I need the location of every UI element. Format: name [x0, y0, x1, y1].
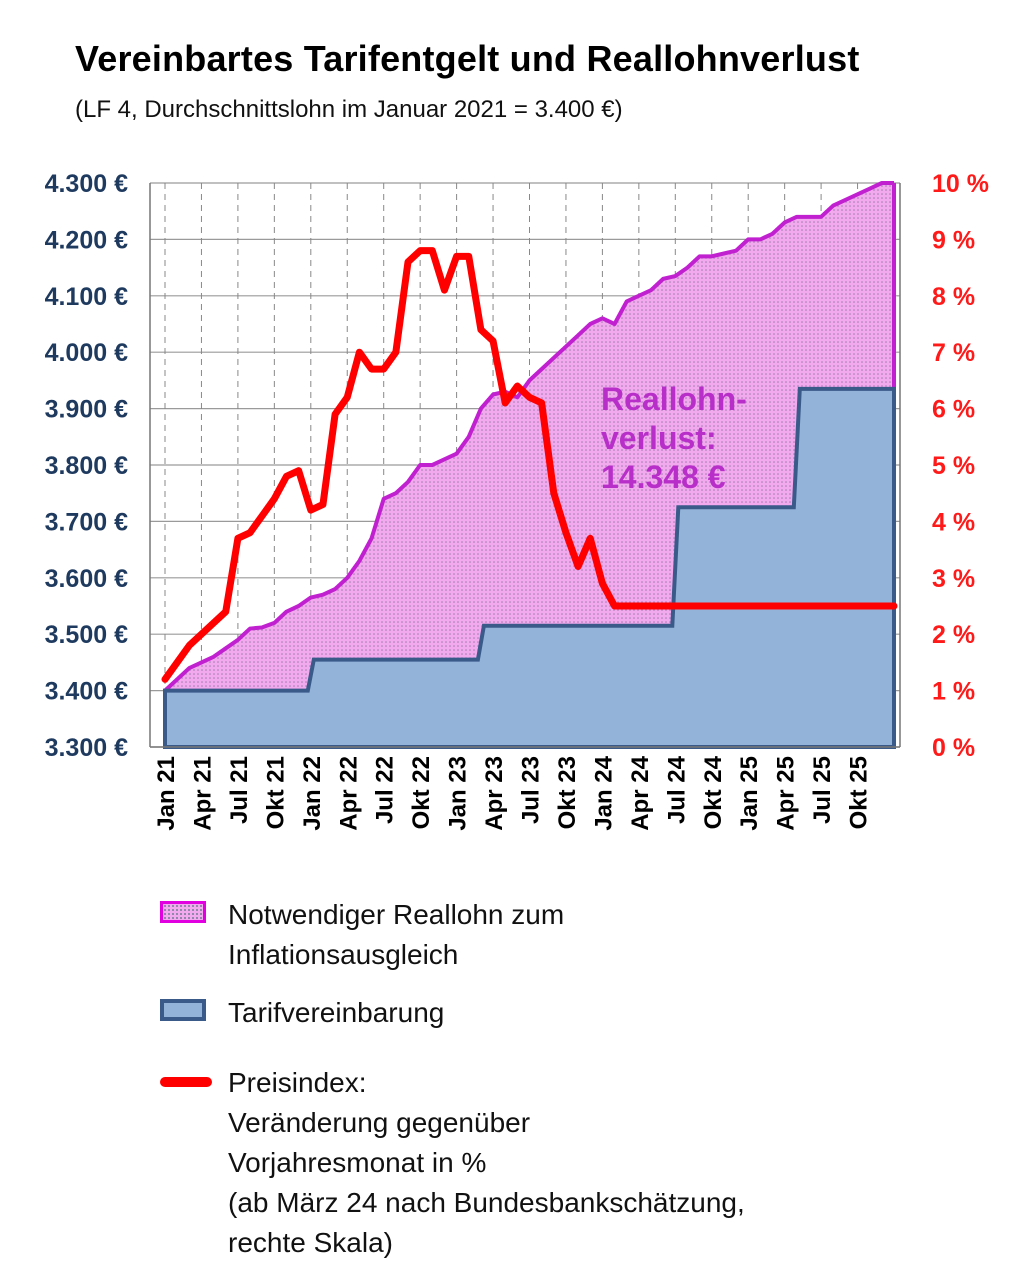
- legend-swatch-red: [160, 1077, 212, 1087]
- axes: [149, 183, 901, 748]
- legend-label: Notwendiger Reallohn zum: [228, 899, 565, 930]
- y-tick-left: 3.700 €: [45, 508, 129, 536]
- y-tick-left: 4.100 €: [45, 283, 129, 311]
- legend-label: Inflationsausgleich: [228, 939, 459, 970]
- x-tick-label: Jul 21: [226, 756, 253, 824]
- x-tick-label: Jul 23: [518, 756, 545, 824]
- x-tick-label: Jan 22: [299, 756, 326, 831]
- y-tick-right: 6 %: [932, 396, 975, 424]
- annotation-line: 14.348 €: [601, 459, 726, 495]
- legend-item-tarif: Tarifvereinbarung: [160, 993, 980, 1033]
- legend-item-preisindex: Preisindex: Veränderung gegenüber Vorjah…: [160, 1063, 980, 1263]
- x-tick-label: Jul 22: [372, 756, 399, 824]
- legend-label: Tarifvereinbarung: [228, 997, 445, 1028]
- y-tick-left: 3.600 €: [45, 565, 129, 593]
- y-tick-left: 3.400 €: [45, 678, 129, 706]
- y-tick-left: 3.500 €: [45, 621, 129, 649]
- x-tick-label: Okt 24: [700, 755, 727, 829]
- legend-label: Preisindex:: [228, 1067, 367, 1098]
- legend-label: Veränderung gegenüber: [228, 1107, 531, 1138]
- legend-swatch-pink: [160, 901, 206, 923]
- x-tick-label: Apr 21: [189, 756, 216, 831]
- area-tarifvereinbarung: [163, 386, 896, 749]
- y-tick-left: 4.300 €: [45, 170, 129, 198]
- series-lines: [161, 247, 898, 683]
- annotation-line: verlust:: [601, 420, 717, 456]
- x-tick-label: Jan 23: [445, 756, 472, 831]
- y-tick-right: 0 %: [932, 734, 975, 762]
- x-axis-ticks: Jan 21 Apr 21 Jul 21 Okt 21 Jan 22 Apr 22 Jul …: [153, 755, 873, 830]
- x-tick-label: Apr 22: [335, 756, 362, 831]
- y-tick-left: 4.000 €: [45, 339, 129, 367]
- y-tick-right: 4 %: [932, 508, 975, 536]
- y-tick-right: 10 %: [932, 170, 989, 198]
- y-axis-right-ticks: 0 % 1 % 2 % 3 % 4 % 5 % 6 % 7 % 8 % 9 % 10 %: [932, 170, 989, 762]
- y-tick-right: 1 %: [932, 678, 975, 706]
- annotation-line: Reallohn-: [601, 381, 747, 417]
- y-tick-left: 3.800 €: [45, 452, 129, 480]
- line-notwendiger-reallohn: [163, 181, 894, 693]
- y-tick-left: 3.900 €: [45, 396, 129, 424]
- x-tick-label: Jan 21: [153, 756, 180, 831]
- y-tick-right: 8 %: [932, 283, 975, 311]
- x-tick-label: Apr 23: [481, 756, 508, 831]
- legend-label: (ab März 24 nach Bundesbankschätzung,: [228, 1187, 745, 1218]
- x-tick-label: Okt 22: [408, 756, 435, 829]
- legend-item-reallohn: Notwendiger Reallohn zum Inflationsausgl…: [160, 895, 980, 975]
- x-tick-label: Jan 25: [736, 756, 763, 831]
- y-tick-left: 4.200 €: [45, 226, 129, 254]
- line-preisindex: [161, 247, 898, 683]
- y-tick-left: 3.300 €: [45, 734, 129, 762]
- y-tick-right: 5 %: [932, 452, 975, 480]
- y-tick-right: 9 %: [932, 226, 975, 254]
- legend-label: Vorjahresmonat in %: [228, 1147, 487, 1178]
- x-tick-label: Jul 24: [663, 755, 690, 824]
- y-axis-left-ticks: 3.300 € 3.400 € 3.500 € 3.600 € 3.700 € 3.800…: [45, 170, 129, 762]
- legend: Notwendiger Reallohn zum Inflationsausgl…: [160, 895, 980, 1263]
- chart-title: Vereinbartes Tarifentgelt und Reallohnve…: [75, 38, 860, 79]
- x-tick-label: Okt 25: [846, 756, 873, 829]
- legend-swatch-blue: [160, 999, 206, 1021]
- x-tick-label: Apr 25: [773, 756, 800, 831]
- y-tick-right: 7 %: [932, 339, 975, 367]
- x-tick-label: Apr 24: [627, 755, 654, 830]
- y-tick-right: 3 %: [932, 565, 975, 593]
- y-tick-right: 2 %: [932, 621, 975, 649]
- chart-subtitle: (LF 4, Durchschnittslohn im Januar 2021 …: [75, 96, 623, 123]
- x-tick-label: Okt 23: [554, 756, 581, 829]
- x-tick-label: Okt 21: [262, 756, 289, 829]
- annotation-reallohnverlust: Reallohn-verlust:14.348 €: [601, 381, 747, 495]
- x-tick-label: Jan 24: [590, 755, 617, 830]
- x-tick-label: Jul 25: [809, 756, 836, 824]
- legend-label: rechte Skala): [228, 1227, 393, 1258]
- chart-svg: 3.300 € 3.400 € 3.500 € 3.600 € 3.700 € 3.800…: [45, 170, 989, 831]
